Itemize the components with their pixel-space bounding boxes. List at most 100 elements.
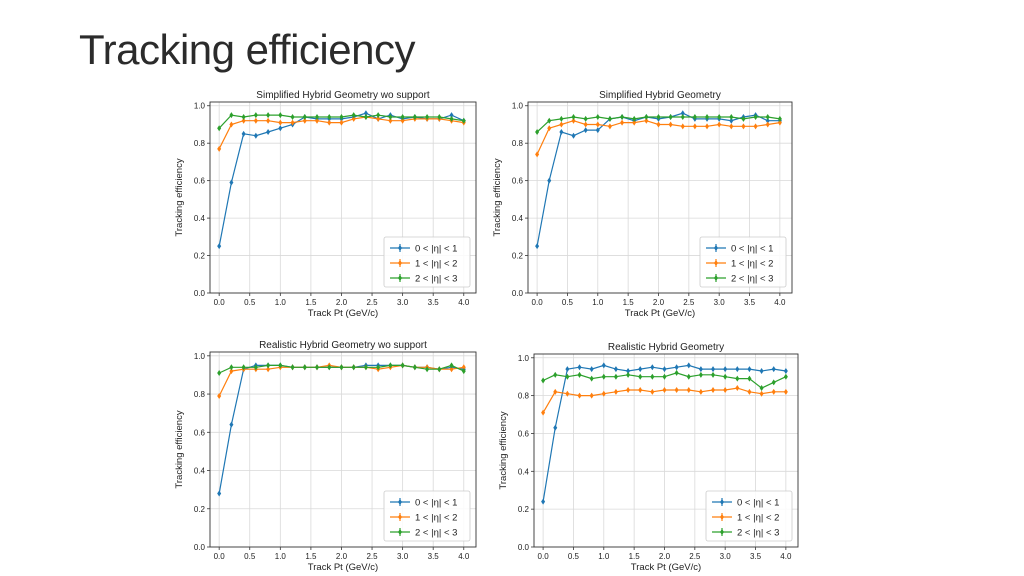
data-point bbox=[547, 177, 552, 184]
data-point bbox=[589, 375, 594, 382]
data-point bbox=[680, 110, 685, 117]
data-point bbox=[595, 113, 600, 120]
x-axis-label: Track Pt (GeV/c) bbox=[631, 562, 701, 573]
data-point bbox=[388, 113, 393, 120]
data-point bbox=[253, 364, 258, 371]
y-tick-label: 0.8 bbox=[518, 392, 530, 401]
data-point bbox=[698, 371, 703, 378]
x-tick-label: 0.0 bbox=[214, 298, 226, 307]
data-point bbox=[437, 366, 442, 373]
data-point bbox=[650, 364, 655, 371]
data-point bbox=[777, 115, 782, 122]
data-point bbox=[400, 113, 405, 120]
data-point bbox=[553, 371, 558, 378]
x-tick-label: 3.5 bbox=[428, 552, 440, 561]
data-point bbox=[620, 113, 625, 120]
data-point bbox=[686, 373, 691, 380]
data-point bbox=[241, 364, 246, 371]
data-point bbox=[741, 123, 746, 130]
data-point bbox=[650, 373, 655, 380]
data-point bbox=[241, 130, 246, 137]
data-point bbox=[583, 121, 588, 128]
y-tick-label: 0.2 bbox=[194, 505, 206, 514]
data-point bbox=[376, 112, 381, 119]
legend: 0 < |η| < 1 1 < |η| < 2 2 < |η| < 3 bbox=[383, 490, 471, 542]
y-tick-label: 0.8 bbox=[512, 139, 524, 148]
data-point bbox=[241, 117, 246, 124]
x-tick-label: 4.0 bbox=[774, 298, 786, 307]
data-point bbox=[729, 117, 734, 124]
y-tick-label: 0.2 bbox=[512, 252, 524, 261]
data-point bbox=[376, 115, 381, 122]
data-point bbox=[412, 113, 417, 120]
data-point bbox=[577, 392, 582, 399]
series-1 bbox=[541, 362, 788, 505]
data-point bbox=[747, 388, 752, 395]
data-point bbox=[315, 117, 320, 124]
data-point bbox=[601, 362, 606, 369]
data-point bbox=[217, 243, 222, 250]
x-tick-label: 2.0 bbox=[336, 552, 348, 561]
data-point bbox=[777, 119, 782, 126]
data-point bbox=[302, 117, 307, 124]
x-tick-label: 2.5 bbox=[683, 298, 695, 307]
slide-title: Tracking efficiency bbox=[79, 26, 415, 73]
data-point bbox=[577, 364, 582, 371]
legend-marker bbox=[398, 514, 402, 520]
data-point bbox=[278, 112, 283, 119]
y-tick-label: 0.4 bbox=[194, 214, 206, 223]
y-tick-label: 0.6 bbox=[518, 429, 530, 438]
y-tick-label: 0.0 bbox=[512, 289, 524, 298]
data-point bbox=[547, 117, 552, 124]
data-point bbox=[638, 366, 643, 373]
data-point bbox=[735, 385, 740, 392]
data-point bbox=[638, 386, 643, 393]
x-tick-label: 4.0 bbox=[458, 298, 470, 307]
y-tick-label: 0.4 bbox=[194, 467, 206, 476]
series-3 bbox=[541, 369, 788, 392]
data-point bbox=[449, 366, 454, 373]
data-point bbox=[686, 362, 691, 369]
data-point bbox=[217, 145, 222, 152]
data-point bbox=[339, 364, 344, 371]
data-point bbox=[741, 115, 746, 122]
chart-panel-4: Realistic Hybrid Geometry 0.0 0.5 1.0 1.5 2.0… bbox=[490, 338, 808, 573]
legend-label: 0 < |η| < 1 bbox=[415, 498, 457, 509]
legend-label: 2 < |η| < 3 bbox=[415, 528, 457, 539]
x-axis-label: Track Pt (GeV/c) bbox=[308, 562, 378, 573]
data-point bbox=[674, 364, 679, 371]
data-point bbox=[400, 362, 405, 369]
data-point bbox=[266, 366, 271, 373]
legend-label: 1 < |η| < 2 bbox=[731, 259, 773, 270]
data-point bbox=[241, 113, 246, 120]
chart-2: Simplified Hybrid Geometry 0.0 0.5 1.0 1.5 2.… bbox=[492, 90, 793, 319]
data-point bbox=[315, 364, 320, 371]
data-point bbox=[771, 379, 776, 386]
data-point bbox=[253, 117, 258, 124]
chart-1: Simplified Hybrid Geometry wo support 0.0… bbox=[174, 90, 477, 319]
data-point bbox=[674, 369, 679, 376]
data-point bbox=[571, 113, 576, 120]
data-point bbox=[290, 119, 295, 126]
x-tick-label: 0.0 bbox=[214, 552, 226, 561]
data-point bbox=[217, 392, 222, 399]
data-point bbox=[747, 375, 752, 382]
x-tick-label: 2.5 bbox=[366, 298, 378, 307]
x-tick-label: 3.0 bbox=[397, 552, 409, 561]
y-tick-label: 0.6 bbox=[194, 177, 206, 186]
data-point bbox=[565, 390, 570, 397]
legend-marker bbox=[398, 275, 402, 281]
legend-label: 2 < |η| < 3 bbox=[731, 274, 773, 285]
plot-frame bbox=[527, 101, 793, 294]
y-tick-label: 0.0 bbox=[194, 289, 206, 298]
legend-marker bbox=[398, 245, 402, 251]
data-point bbox=[662, 373, 667, 380]
legend-label: 2 < |η| < 3 bbox=[415, 274, 457, 285]
data-point bbox=[278, 362, 283, 369]
data-point bbox=[376, 364, 381, 371]
series-3 bbox=[535, 113, 782, 135]
data-point bbox=[559, 121, 564, 128]
data-point bbox=[571, 132, 576, 139]
data-point bbox=[747, 366, 752, 373]
series-3 bbox=[217, 362, 466, 377]
